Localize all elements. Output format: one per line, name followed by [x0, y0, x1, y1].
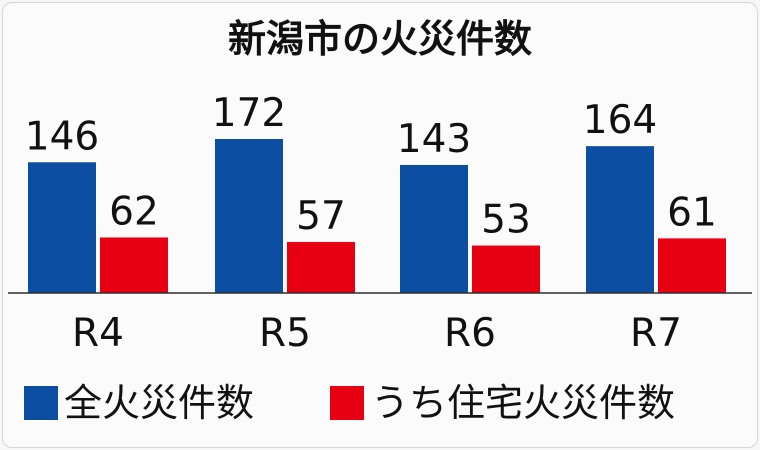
bar-r7-series-2 [658, 238, 726, 293]
data-label-r5-series-1: 172 [212, 91, 286, 136]
data-label-r7-series-1: 164 [583, 98, 657, 143]
x-tick-r6: R6 [444, 311, 496, 356]
bar-r4-series-2 [100, 237, 168, 293]
x-tick-r7: R7 [630, 311, 682, 356]
data-label-r5-series-2: 57 [296, 194, 346, 239]
legend-swatch-1 [24, 386, 58, 420]
data-label-r6-series-2: 53 [481, 198, 531, 243]
bar-r7-series-1 [586, 146, 654, 293]
x-tick-labels: R4 R5 R6 R7 [72, 311, 682, 356]
x-tick-r4: R4 [72, 311, 124, 356]
bar-r6-series-1 [400, 164, 468, 293]
data-label-r6-series-1: 143 [397, 117, 471, 162]
x-tick-r5: R5 [259, 311, 311, 356]
bar-r5-series-1 [215, 139, 283, 293]
data-label-r7-series-2: 61 [667, 190, 717, 235]
data-label-r4-series-2: 62 [109, 189, 159, 234]
legend-label-2: うち住宅火災件数 [371, 381, 675, 425]
data-label-r4-series-1: 146 [25, 114, 99, 159]
legend-label-1: 全火災件数 [64, 381, 254, 425]
bar-r5-series-2 [287, 241, 355, 293]
legend: 全火災件数 うち住宅火災件数 [24, 381, 675, 425]
bar-r6-series-2 [472, 245, 540, 293]
legend-swatch-2 [330, 386, 364, 420]
chart-title: 新潟市の火災件数 [228, 17, 532, 61]
bar-r4-series-1 [28, 162, 96, 293]
